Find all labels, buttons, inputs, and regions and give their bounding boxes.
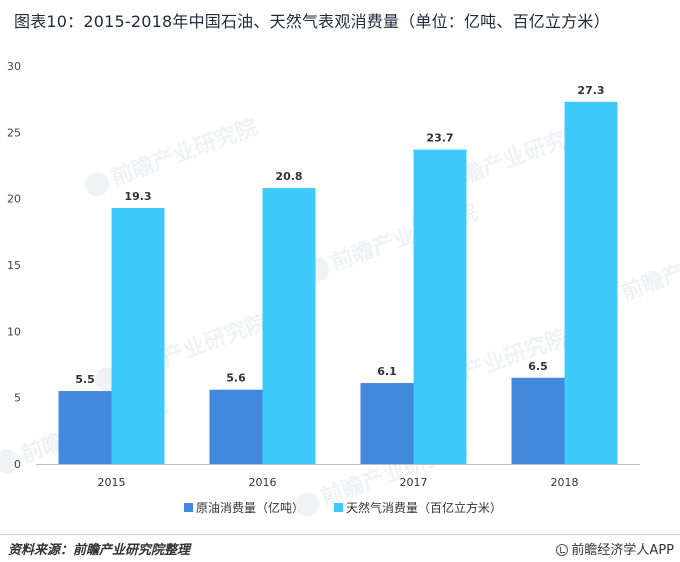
- y-axis: 0 5 10 15 20 25 30: [7, 60, 21, 471]
- data-label: 5.5: [75, 373, 95, 386]
- y-tick-label: 5: [14, 392, 21, 405]
- y-tick-label: 30: [7, 60, 21, 73]
- watermark-logo-icon: [0, 449, 20, 474]
- source-note: 资料来源：前瞻产业研究院整理: [8, 543, 191, 558]
- legend-swatch: [334, 503, 344, 512]
- watermark-logo-icon: [85, 172, 110, 197]
- bar: [564, 101, 618, 464]
- brand-text: 前瞻经济学人APP: [571, 543, 674, 558]
- watermark-text: 前瞻产业研究院: [618, 229, 680, 306]
- chart-title: 图表10：2015-2018年中国石油、天然气表观消费量（单位：亿吨、百亿立方米…: [14, 12, 610, 31]
- x-tick-label: 2015: [98, 476, 126, 489]
- data-label: 5.6: [226, 372, 246, 385]
- data-label: 27.3: [577, 84, 604, 97]
- bar: [511, 377, 565, 464]
- brand-logo-icon: [556, 544, 569, 556]
- watermark-text: 前瞻产业研究院: [108, 114, 262, 191]
- x-axis: 2015 2016 2017 2018: [36, 464, 640, 489]
- footer: 资料来源：前瞻产业研究院整理 前瞻经济学人APP: [0, 534, 680, 559]
- bar: [262, 188, 316, 464]
- data-label: 20.8: [275, 170, 302, 183]
- bar: [413, 149, 467, 464]
- bar: [58, 391, 112, 464]
- bar: [360, 383, 414, 464]
- x-tick-label: 2017: [400, 476, 428, 489]
- data-label: 23.7: [426, 132, 453, 145]
- y-tick-label: 10: [7, 325, 21, 338]
- bars: 5.5 5.6 6.1 6.5 19.3 20.8 23.7 27.3: [58, 84, 618, 464]
- watermark-logo-icon: [295, 492, 320, 517]
- brand-label: 前瞻经济学人APP: [556, 539, 674, 558]
- legend-label: 天然气消费量（百亿立方米）: [346, 500, 502, 515]
- data-label: 6.5: [528, 360, 548, 373]
- y-tick-label: 20: [7, 193, 21, 206]
- y-tick-label: 0: [14, 458, 21, 471]
- data-label: 6.1: [377, 365, 397, 378]
- legend: 原油消费量（亿吨） 天然气消费量（百亿立方米）: [184, 500, 502, 515]
- bar: [111, 207, 165, 464]
- watermark: 前瞻产业研究院: [85, 114, 262, 197]
- y-tick-label: 25: [7, 126, 21, 139]
- legend-label: 原油消费量（亿吨）: [196, 500, 304, 515]
- data-label: 19.3: [124, 190, 151, 203]
- legend-swatch: [184, 503, 193, 512]
- x-tick-label: 2018: [551, 476, 579, 489]
- bar: [209, 389, 263, 464]
- x-tick-label: 2016: [249, 476, 277, 489]
- y-tick-label: 15: [7, 259, 21, 272]
